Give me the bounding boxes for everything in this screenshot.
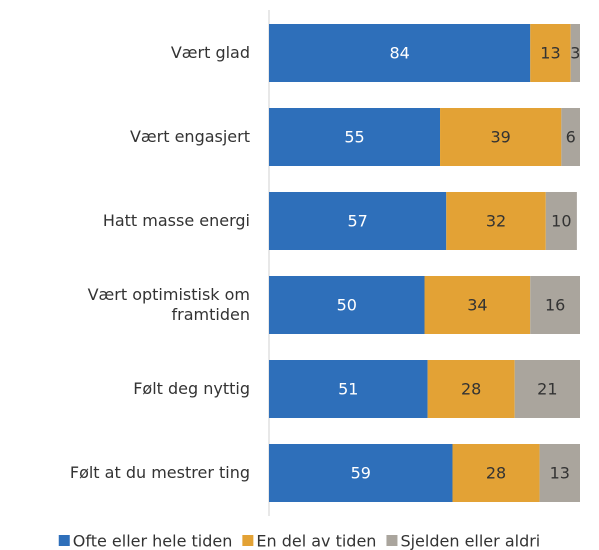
bar-segment — [530, 24, 571, 82]
value-label: 57 — [347, 212, 367, 231]
legend-label: Sjelden eller aldri — [400, 532, 540, 550]
legend-swatch — [386, 535, 398, 546]
legend-label: Ofte eller hele tiden — [73, 532, 233, 550]
value-label: 6 — [566, 128, 576, 147]
category-label: Følt at du mestrer ting — [69, 463, 250, 482]
bar-segment — [269, 192, 447, 250]
category-label: Følt deg nyttig — [133, 379, 250, 398]
bar-segment — [269, 444, 453, 502]
bar-segment — [269, 108, 441, 166]
value-label: 55 — [344, 128, 364, 147]
bar-segment — [424, 276, 531, 334]
bar-segment — [269, 276, 425, 334]
bar-segment — [570, 24, 580, 82]
bar-segment — [427, 360, 515, 418]
bar-segment — [530, 276, 580, 334]
value-label: 28 — [461, 380, 481, 399]
value-label: 28 — [486, 464, 506, 483]
bar-segment — [514, 360, 580, 418]
bar-segment — [269, 360, 428, 418]
value-label: 21 — [537, 380, 557, 399]
value-label: 51 — [338, 380, 358, 399]
legend-label: En del av tiden — [256, 532, 376, 550]
bar-segment — [545, 192, 577, 250]
category-label: Hatt masse energi — [102, 211, 250, 230]
bar-segment — [440, 108, 562, 166]
value-label: 50 — [337, 296, 357, 315]
value-label: 16 — [545, 296, 565, 315]
category-label: Vært optimistisk om framtiden — [87, 285, 250, 324]
category-label: Vært glad — [170, 43, 250, 62]
category-label: Vært engasjert — [129, 127, 250, 146]
bar-segment — [452, 444, 540, 502]
legend-swatch — [58, 535, 70, 546]
value-label: 3 — [570, 44, 580, 63]
bar-segment — [539, 444, 580, 502]
value-label: 32 — [486, 212, 506, 231]
value-label: 59 — [351, 464, 371, 483]
bar-segment — [446, 192, 546, 250]
legend-swatch — [242, 535, 254, 546]
value-label: 13 — [540, 44, 560, 63]
bar-segment — [269, 24, 531, 82]
value-label: 34 — [467, 296, 487, 315]
value-label: 84 — [389, 44, 409, 63]
value-label: 39 — [491, 128, 511, 147]
value-label: 13 — [550, 464, 570, 483]
bar-segment — [561, 108, 580, 166]
value-label: 10 — [551, 212, 571, 231]
